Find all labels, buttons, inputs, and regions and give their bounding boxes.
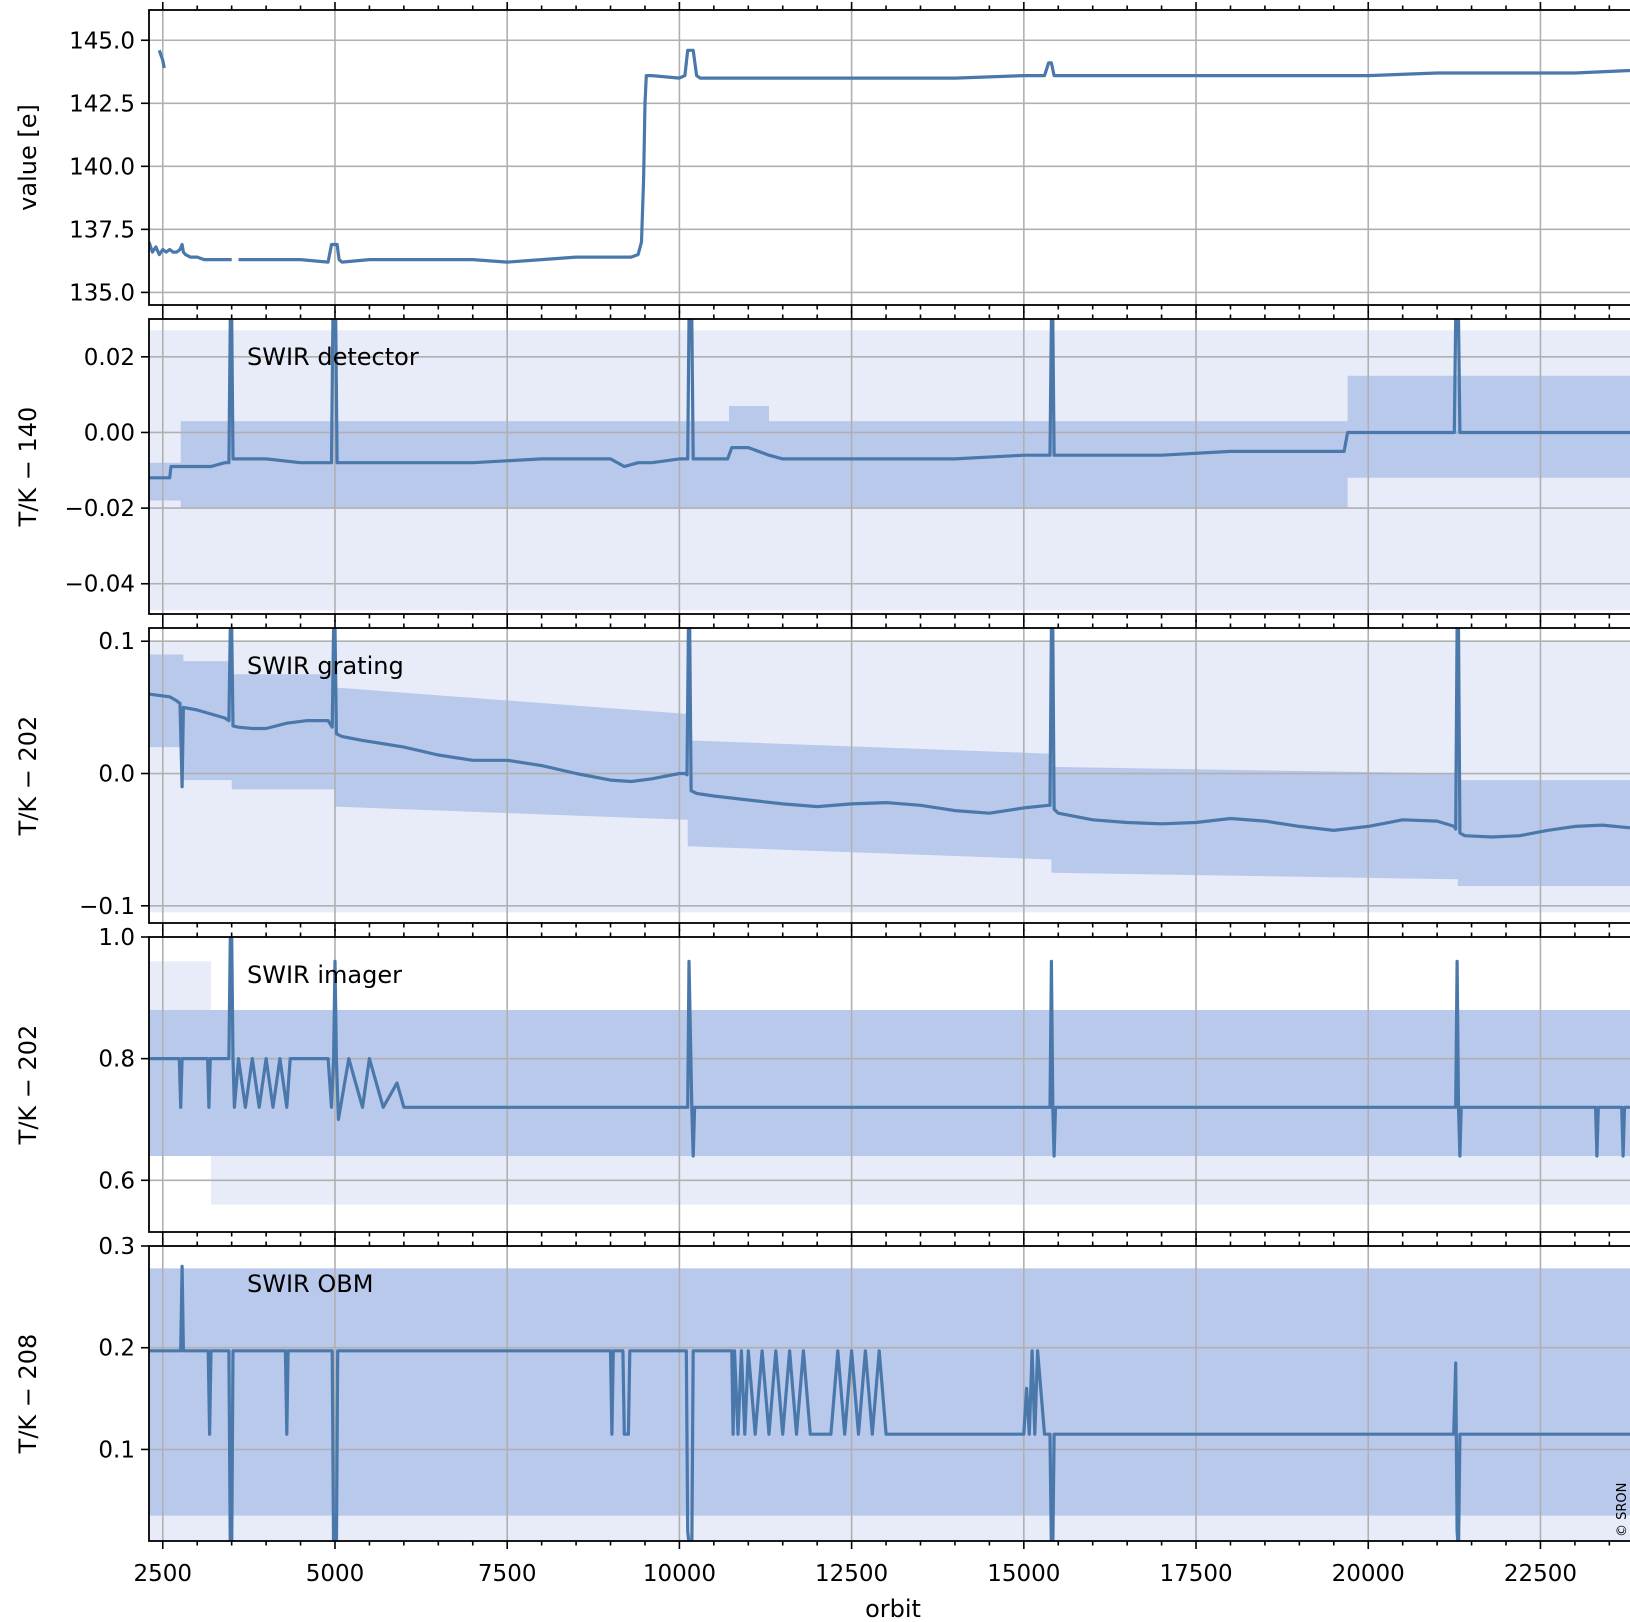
- x-tick-label: 22500: [1504, 1561, 1577, 1587]
- uncertainty-band: [149, 375, 1630, 509]
- panel-label: SWIR imager: [247, 961, 402, 989]
- plot-area: [149, 937, 1630, 1232]
- x-tick-label: 12500: [815, 1561, 888, 1587]
- y-tick-label: 0.00: [84, 420, 135, 446]
- panel-1: 135.0 137.5 140.0 142.5 145.0 value [e]: [14, 2, 1630, 313]
- axes-frame: [148, 1245, 1630, 1542]
- series-line: [157, 49, 166, 69]
- y-axis-label: T/K − 202: [14, 716, 42, 837]
- series-line: [149, 1264, 1630, 1541]
- series-line: [149, 241, 232, 262]
- y-tick-label: 1.0: [98, 925, 135, 951]
- y-tick-label: 0.3: [98, 1234, 135, 1260]
- uncertainty-band: [149, 654, 1630, 886]
- x-tick-label: 17500: [1159, 1561, 1232, 1587]
- panel-3: −0.1 0.0 0.1 T/K − 202 SWIR grating: [14, 620, 1630, 931]
- y-tick-label: 137.5: [69, 217, 135, 243]
- y-axis-label: value [e]: [14, 104, 42, 211]
- x-tick-label: 7500: [478, 1561, 537, 1587]
- x-tick-label: 5000: [306, 1561, 365, 1587]
- y-tick-label: −0.04: [65, 572, 135, 598]
- axes-frame: [148, 936, 1630, 1233]
- series-line: [149, 628, 1630, 839]
- axes-frame: [148, 318, 1630, 615]
- y-tick-label: 0.02: [84, 345, 135, 371]
- y-tick-label: 0.2: [98, 1336, 135, 1362]
- plot-area: [149, 628, 1630, 923]
- uncertainty-band: [149, 1268, 1630, 1516]
- panel-2: −0.04 −0.02 0.00 0.02 T/K − 140 SWIR detector: [14, 311, 1630, 622]
- y-axis-label: T/K − 208: [14, 1334, 42, 1455]
- y-tick-label: 142.5: [69, 91, 135, 117]
- y-tick-label: 0.1: [98, 1437, 135, 1463]
- axes-frame: [148, 627, 1630, 924]
- y-tick-label: 135.0: [69, 280, 135, 306]
- x-tick-label: 15000: [987, 1561, 1060, 1587]
- x-tick-label: 2500: [134, 1561, 193, 1587]
- panel-label: SWIR grating: [247, 652, 404, 680]
- x-tick-label: 20000: [1332, 1561, 1405, 1587]
- x-tick-label: 10000: [643, 1561, 716, 1587]
- y-tick-label: 0.1: [98, 629, 135, 655]
- plot-area: [149, 1246, 1630, 1541]
- plot-area: [149, 319, 1630, 614]
- series-line: [149, 937, 1630, 1158]
- y-axis-label: T/K − 202: [14, 1025, 42, 1146]
- series-line: [238, 48, 1630, 264]
- y-tick-label: 0.8: [98, 1047, 135, 1073]
- y-tick-label: −0.02: [65, 496, 135, 522]
- plot-area: [149, 10, 1630, 305]
- panel-4: 0.6 0.8 1.0 T/K − 202 SWIR imager: [14, 925, 1630, 1240]
- y-tick-label: 0.6: [98, 1168, 135, 1194]
- series-line: [149, 319, 1630, 480]
- y-tick-label: 0.0: [98, 762, 135, 788]
- y-tick-label: 145.0: [69, 28, 135, 54]
- y-axis-label: T/K − 140: [14, 407, 42, 528]
- axes-frame: [148, 9, 1630, 306]
- uncertainty-band: [149, 1010, 1630, 1156]
- panel-label: SWIR detector: [247, 343, 419, 371]
- panel-label: SWIR OBM: [247, 1270, 373, 1298]
- y-tick-label: −0.1: [79, 894, 135, 920]
- x-axis-label: orbit: [865, 1595, 921, 1622]
- watermark: © SRON: [1615, 1483, 1630, 1537]
- panel-5: 0.1 0.2 0.3 T/K − 208 SWIR OBM 2500 5000 7500 10…: [14, 1234, 1630, 1587]
- y-tick-label: 140.0: [69, 154, 135, 180]
